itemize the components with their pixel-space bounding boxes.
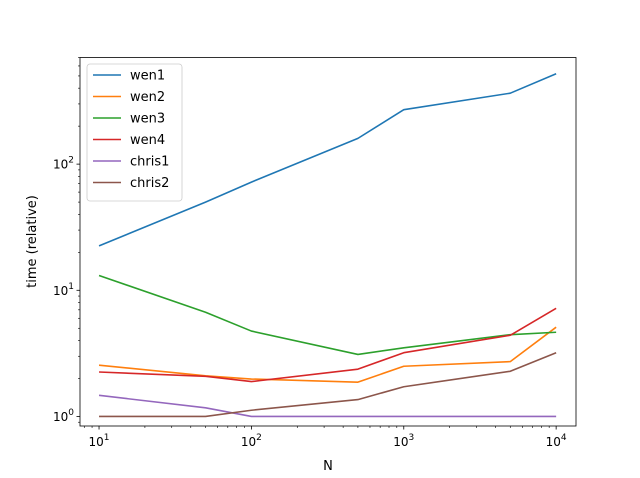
series-line-chris2 [99, 351, 557, 418]
legend-label-wen4: wen4 [130, 133, 165, 148]
legend-label-wen3: wen3 [130, 112, 165, 127]
x-tick-label: 104 [546, 433, 567, 449]
legend-label-wen2: wen2 [130, 90, 165, 105]
legend-box [86, 63, 183, 202]
y-axis-label: time (relative) [25, 195, 40, 288]
y-tick-label: 101 [53, 282, 74, 298]
series-line-wen1 [98, 73, 557, 247]
y-tick-label: 102 [53, 156, 74, 172]
x-tick-label: 101 [89, 433, 110, 449]
x-tick-label: 103 [393, 433, 414, 449]
x-axis-label: N [323, 459, 333, 474]
legend: wen1 wen2 wen3 wen4 chris1 chris2 [86, 63, 183, 202]
x-tick-label: 102 [241, 433, 262, 449]
series-line-wen4 [99, 307, 557, 383]
plot-frame [79, 57, 577, 427]
series-layer [98, 73, 557, 418]
legend-label-wen1: wen1 [130, 69, 165, 84]
legend-label-chris1: chris1 [130, 155, 169, 170]
legend-label-chris2: chris2 [130, 176, 169, 191]
series-line-chris1 [98, 394, 557, 418]
y-tick-label: 100 [53, 408, 74, 424]
ticks-layer: 101 102 103 104 100 101 102 [53, 57, 567, 449]
